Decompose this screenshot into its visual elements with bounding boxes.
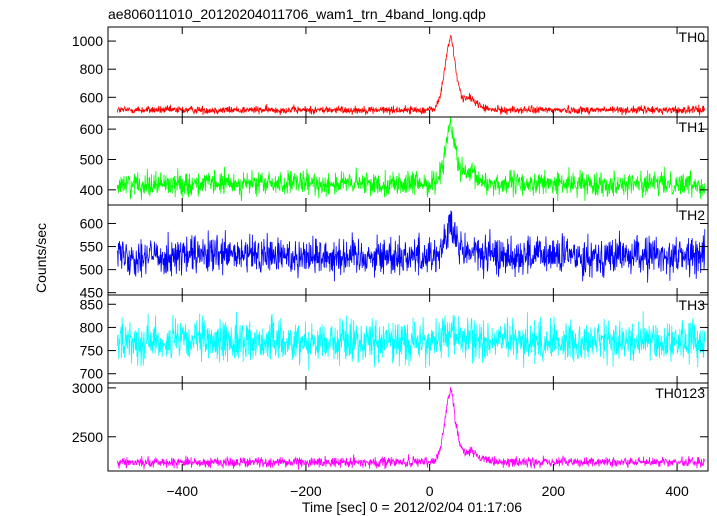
x-tick-label: 200 — [542, 483, 566, 499]
y-tick-label: 800 — [80, 319, 104, 335]
panel-label-th0123: TH0123 — [655, 385, 705, 401]
x-tick-label: −400 — [166, 483, 198, 499]
panel-label-th1: TH1 — [679, 119, 706, 135]
y-tick-label: 600 — [80, 89, 104, 105]
panel-group: TH0 600 800 1000 TH1 400 500 600 TH2 450 500 550 600… — [72, 26, 709, 499]
panel-frame-1 — [107, 26, 709, 118]
y-tick-label: 1000 — [72, 33, 103, 49]
series-line-th0 — [116, 34, 706, 116]
panel-label-th2: TH2 — [679, 207, 706, 223]
y-tick-label: 450 — [80, 285, 104, 301]
panel-frame-5 — [107, 382, 709, 472]
x-tick-label: −200 — [290, 483, 322, 499]
y-tick-label: 3000 — [72, 380, 103, 396]
series-line-th1 — [116, 117, 706, 202]
panel-label-th3: TH3 — [679, 297, 706, 313]
y-tick-label: 500 — [80, 151, 104, 167]
y-tick-label: 2500 — [72, 429, 103, 445]
y-tick-label: 700 — [80, 366, 104, 382]
y-tick-label: 400 — [80, 182, 104, 198]
x-tick-label: 400 — [665, 483, 689, 499]
y-axis-label: Counts/sec — [33, 223, 49, 293]
x-axis-label: Time [sec] 0 = 2012/02/04 01:17:06 — [302, 499, 522, 515]
chart-title: ae806011010_20120204011706_wam1_trn_4ban… — [108, 6, 486, 22]
x-tick-label: 0 — [426, 483, 434, 499]
series-line-th3 — [116, 311, 706, 371]
y-tick-label: 800 — [80, 61, 104, 77]
series-line-th0123 — [116, 386, 706, 470]
y-tick-label: 500 — [80, 262, 104, 278]
panel-label-th0: TH0 — [679, 29, 706, 45]
y-tick-label: 750 — [80, 343, 104, 359]
y-tick-label: 550 — [80, 239, 104, 255]
y-tick-label: 600 — [80, 215, 104, 231]
y-tick-label: 850 — [80, 296, 104, 312]
y-tick-label: 600 — [80, 121, 104, 137]
series-line-th2 — [116, 210, 706, 283]
